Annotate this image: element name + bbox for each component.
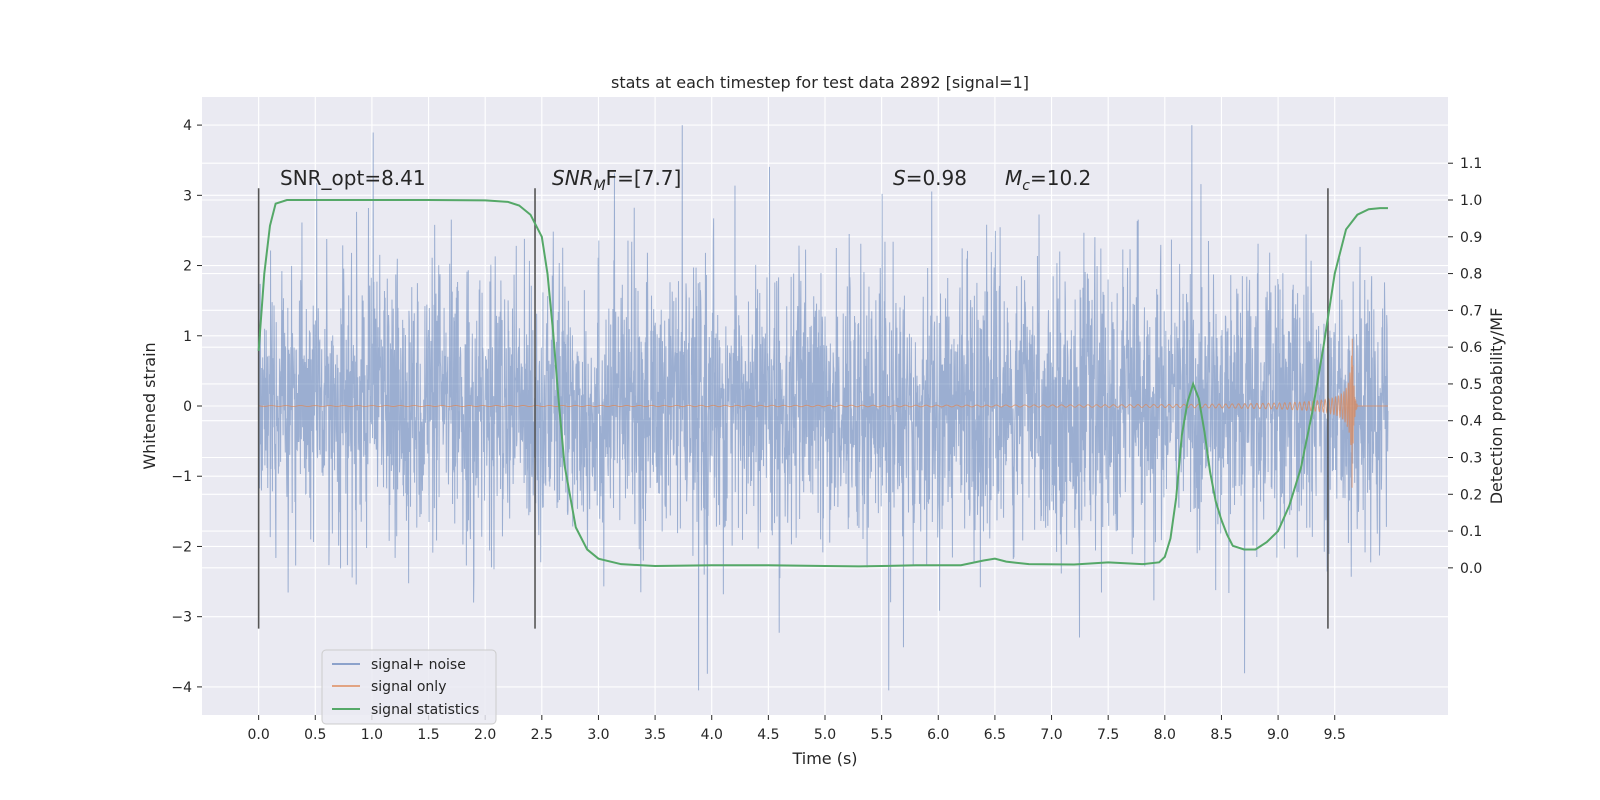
- y-right-tick-label: 0.0: [1460, 561, 1482, 577]
- y-right-axis-ticks: 1.1 1.0 0.9 0.8 0.7 0.6 0.5 0.4 0.3 0.2 0.1 0.0: [1448, 156, 1482, 577]
- x-axis-label: Time (s): [791, 749, 857, 768]
- x-tick-label: 5.5: [871, 727, 893, 743]
- x-tick-label: 1.0: [361, 727, 383, 743]
- legend-box: [321, 649, 497, 725]
- x-tick-label: 4.5: [757, 727, 779, 743]
- y-right-tick-label: 0.2: [1460, 487, 1482, 503]
- y-tick-label: 3: [183, 188, 192, 204]
- x-tick-label: 1.5: [417, 727, 439, 743]
- event-markers: [257, 188, 1329, 629]
- y-right-tick-label: 0.1: [1460, 524, 1482, 540]
- y-axis-label: Whitened strain: [140, 342, 159, 469]
- y-tick-label: 1: [183, 329, 192, 345]
- x-tick-label: 8.5: [1210, 727, 1232, 743]
- annotation-s: S=0.98: [893, 166, 967, 190]
- x-tick-label: 4.0: [701, 727, 723, 743]
- legend-label-signal: signal only: [371, 679, 446, 695]
- legend-label-noise: signal+ noise: [371, 657, 466, 673]
- x-tick-label: 5.0: [814, 727, 836, 743]
- x-tick-label: 3.5: [644, 727, 666, 743]
- s-symbol: S: [893, 166, 906, 190]
- mc-subscript: c: [1022, 178, 1030, 194]
- x-tick-label: 0.5: [304, 727, 326, 743]
- y-tick-label: −3: [171, 610, 192, 626]
- y-tick-label: 2: [183, 259, 192, 275]
- y-right-tick-label: 0.9: [1460, 230, 1482, 246]
- y-right-tick-label: 0.6: [1460, 340, 1482, 356]
- statistics-line: [257, 199, 1388, 568]
- x-tick-label: 3.0: [587, 727, 609, 743]
- x-tick-label: 7.0: [1040, 727, 1062, 743]
- y-right-axis-label: Detection probability/MF: [1487, 308, 1506, 505]
- annotation-snr-opt: SNR_opt=8.41: [280, 166, 426, 190]
- noise-line: [258, 125, 1389, 691]
- snr-mf-subscript: M: [594, 178, 606, 194]
- noise-series: [258, 125, 1389, 691]
- statistics-series: [257, 199, 1388, 568]
- mc-symbol: M: [1005, 166, 1022, 190]
- x-tick-label: 2.5: [531, 727, 553, 743]
- annotation-mc: Mc=10.2: [1005, 166, 1091, 194]
- annotation-snr-mf: SNRMF=[7.7]: [552, 166, 681, 194]
- y-axis-ticks: 4 3 2 1 0 −1 −2 −3 −4: [171, 118, 202, 696]
- y-tick-label: −4: [171, 680, 192, 696]
- x-tick-label: 2.0: [474, 727, 496, 743]
- snr-mf-base: SNR: [552, 166, 594, 190]
- s-value: =0.98: [906, 166, 967, 190]
- y-right-tick-label: 0.3: [1460, 451, 1482, 467]
- mc-value: =10.2: [1030, 166, 1091, 190]
- legend: signal+ noise signal only signal statist…: [321, 649, 497, 725]
- snr-mf-rest: F=[7.7]: [606, 166, 682, 190]
- chart-title: stats at each timestep for test data 289…: [611, 73, 1029, 92]
- y-tick-label: −2: [171, 539, 192, 555]
- x-tick-label: 9.5: [1324, 727, 1346, 743]
- y-right-tick-label: 1.1: [1460, 156, 1482, 172]
- y-tick-label: −1: [171, 469, 192, 485]
- x-tick-label: 0.0: [248, 727, 270, 743]
- x-axis-ticks: 0.0 0.5 1.0 1.5 2.0 2.5 3.0 3.5 4.0 4.5 5.0 5.5 6.0 6…: [248, 715, 1346, 743]
- x-tick-label: 9.0: [1267, 727, 1289, 743]
- y-tick-label: 0: [183, 399, 192, 415]
- legend-label-statistics: signal statistics: [371, 702, 479, 718]
- y-right-tick-label: 0.4: [1460, 414, 1482, 430]
- y-tick-label: 4: [183, 118, 192, 134]
- x-tick-label: 8.0: [1154, 727, 1176, 743]
- x-tick-label: 7.5: [1097, 727, 1119, 743]
- y-right-tick-label: 1.0: [1460, 193, 1482, 209]
- y-right-tick-label: 0.5: [1460, 377, 1482, 393]
- x-tick-label: 6.0: [927, 727, 949, 743]
- y-right-tick-label: 0.7: [1460, 303, 1482, 319]
- y-right-tick-label: 0.8: [1460, 267, 1482, 283]
- x-tick-label: 6.5: [984, 727, 1006, 743]
